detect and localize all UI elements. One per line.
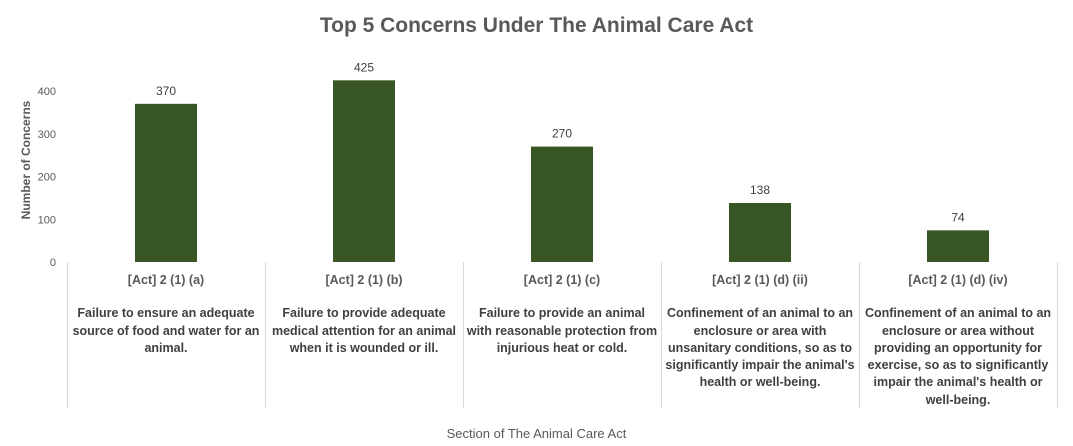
category-label: [Act] 2 (1) (a) Failure to ensure an adeq… [67, 262, 265, 408]
category-code: [Act] 2 (1) (a) [127, 273, 205, 287]
data-label: 138 [750, 183, 770, 197]
data-label: 370 [156, 84, 176, 98]
data-label: 425 [354, 60, 374, 74]
category-description: Failure to ensure an adequate source of … [72, 306, 260, 355]
x-axis-title: Section of The Animal Care Act [446, 426, 627, 441]
category-description: Confinement of an animal to an enclosure… [864, 306, 1052, 407]
data-label: 270 [552, 127, 572, 141]
category-code: [Act] 2 (1) (c) [523, 273, 601, 287]
y-tick-label: 200 [38, 172, 56, 184]
category-code: [Act] 2 (1) (d) (ii) [712, 273, 808, 287]
category-description: Failure to provide adequate medical atte… [271, 306, 457, 355]
category-label: [Act] 2 (1) (b) Failure to provide adequa… [265, 262, 463, 408]
category-label: [Act] 2 (1) (d) (ii) Confinement of an an… [661, 262, 859, 408]
bar [729, 203, 791, 262]
y-tick-label: 100 [38, 214, 56, 226]
bar [927, 230, 989, 262]
category-code: [Act] 2 (1) (d) (iv) [908, 273, 1008, 287]
category-code: [Act] 2 (1) (b) [325, 273, 403, 287]
y-tick-label: 0 [50, 257, 56, 269]
category-description: Failure to provide an animal with reason… [466, 306, 658, 355]
bar [135, 103, 197, 262]
bar [531, 146, 593, 262]
category-label: [Act] 2 (1) (c) Failure to provide an ani… [463, 262, 661, 408]
category-label: [Act] 2 (1) (d) (iv) Confinement of an an… [859, 262, 1057, 408]
y-tick-label: 400 [38, 86, 56, 98]
data-label: 74 [951, 210, 965, 224]
y-tick-label: 300 [38, 129, 56, 141]
bar [333, 80, 395, 262]
category-description: Confinement of an animal to an enclosure… [665, 306, 855, 390]
chart-title: Top 5 Concerns Under The Animal Care Act [319, 14, 754, 37]
